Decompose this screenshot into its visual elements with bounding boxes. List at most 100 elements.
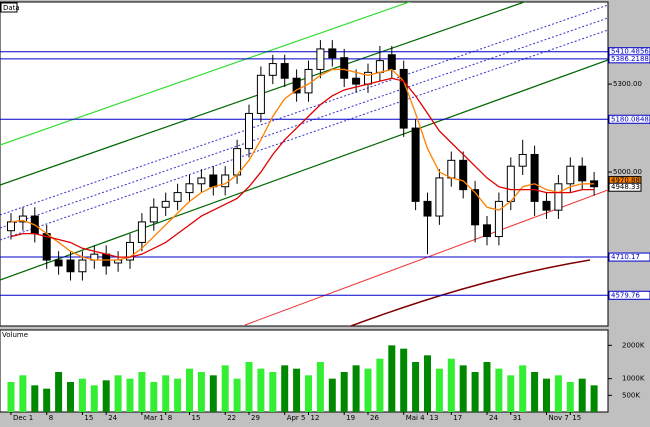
chart-title: Data (3, 4, 20, 12)
candle-body (447, 159, 456, 179)
x-tick-label: 22 (227, 414, 236, 422)
x-tick-label: 15 (572, 414, 581, 422)
volume-bar (543, 378, 550, 412)
level-label: 5180.0848 (611, 115, 649, 123)
volume-bar (364, 368, 372, 412)
x-tick-label: 24 (489, 414, 498, 422)
volume-bar (55, 372, 63, 412)
volume-bar (269, 372, 277, 412)
candle-body (554, 183, 563, 211)
candle-body (435, 177, 444, 217)
price-panel (0, 1, 609, 327)
candle-body (173, 192, 182, 202)
volume-bar (150, 382, 158, 412)
volume-panel (0, 329, 609, 413)
volume-bar (447, 358, 455, 412)
x-tick-label: Mai 4 (406, 414, 425, 422)
x-tick-label: 8 (49, 414, 53, 422)
volume-bar (400, 348, 408, 412)
x-tick-label: 15 (192, 414, 201, 422)
x-tick-label: 13 (430, 414, 439, 422)
candle-body (506, 165, 515, 202)
candle-body (494, 200, 503, 238)
x-tick-label: 31 (513, 414, 522, 422)
channel-line (0, 2, 527, 186)
candle-body (66, 259, 75, 273)
candle-body (471, 189, 480, 226)
candle-body (18, 215, 27, 223)
volume-bar (495, 368, 503, 412)
candle-body (423, 200, 432, 217)
candle-body (280, 63, 289, 79)
volume-bar (114, 375, 122, 412)
volume-title: Volume (2, 331, 28, 339)
volume-bar (471, 372, 479, 412)
volume-bar (102, 380, 110, 412)
y-tick-label: 5300.00 (613, 80, 642, 88)
level-label-box (608, 54, 650, 64)
price-marker-label: 4970.88 (611, 177, 640, 185)
candle-body (292, 77, 301, 94)
x-tick-label: 26 (370, 414, 379, 422)
fan-line (0, 29, 608, 241)
volume-bar (126, 378, 134, 412)
volume-bar (221, 365, 229, 412)
volume-bar (281, 365, 289, 412)
candle-body (149, 206, 158, 223)
y-tick-label: 5000.00 (613, 168, 642, 176)
volume-bar (519, 365, 527, 412)
volume-bar (174, 378, 182, 412)
candle-body (126, 241, 134, 261)
volume-bar (531, 372, 539, 412)
moving-average (10, 68, 595, 261)
candle-body (256, 74, 265, 114)
volume-bar (566, 382, 574, 412)
candle-body (316, 48, 325, 70)
x-tick-label: 15 (84, 414, 93, 422)
volume-bar (376, 358, 384, 412)
volume-bar (209, 375, 217, 412)
volume-bar (19, 375, 27, 412)
channel-line (0, 2, 412, 146)
x-tick-label: 24 (108, 414, 117, 422)
candle-body (268, 63, 277, 76)
volume-tick-label: 500K (622, 391, 640, 399)
volume-bar (78, 378, 86, 412)
volume-bar (257, 368, 265, 412)
volume-bar (305, 375, 312, 412)
price-marker-label: 4948.33 (611, 183, 640, 191)
volume-bar (340, 372, 348, 412)
level-label: 5386.2188 (611, 55, 649, 63)
volume-tick-label: 2000K (622, 341, 645, 349)
trend-lines (0, 2, 608, 326)
x-tick-label: Dec 1 (13, 414, 33, 422)
candle-body (518, 153, 527, 167)
volume-bar (388, 345, 396, 412)
candle-body (399, 68, 408, 129)
candle-body (352, 77, 361, 85)
candle-body (137, 221, 146, 243)
volume-bar (67, 382, 74, 412)
volume-bar (233, 378, 241, 412)
level-label-box (608, 114, 650, 124)
candle-body (7, 221, 15, 232)
candle-body (209, 174, 218, 188)
candle-body (54, 259, 63, 267)
candle-body (530, 153, 539, 202)
candle-body (459, 159, 468, 191)
volume-bar (578, 378, 586, 412)
volume-bar (328, 378, 336, 412)
x-tick-label: 12 (311, 414, 320, 422)
volume-bar (590, 385, 598, 412)
candle-body (542, 200, 551, 211)
candle-body (375, 60, 384, 73)
volume-bar (162, 375, 170, 412)
volume-bar (7, 382, 15, 412)
fan-line (0, 4, 608, 216)
volume-bar (424, 355, 431, 412)
fan-line (0, 17, 608, 229)
candle-body (340, 57, 349, 79)
volume-bar (197, 372, 205, 412)
volume-bar (90, 385, 98, 412)
level-label: 5410.4856 (611, 48, 649, 56)
